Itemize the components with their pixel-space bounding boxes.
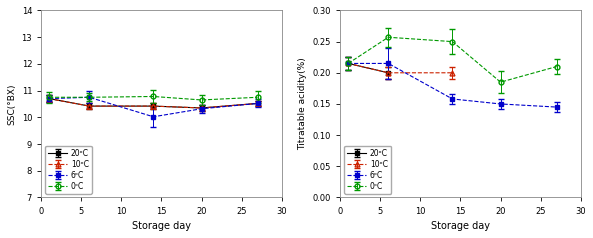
Legend: 20ᵒC, 10ᵒC, 6ᵒC, 0ᵒC: 20ᵒC, 10ᵒC, 6ᵒC, 0ᵒC — [45, 146, 92, 194]
Y-axis label: SSC(°BX): SSC(°BX) — [7, 83, 16, 125]
Y-axis label: Titratable acidity(%): Titratable acidity(%) — [298, 58, 307, 150]
Legend: 20ᵒC, 10ᵒC, 6ᵒC, 0ᵒC: 20ᵒC, 10ᵒC, 6ᵒC, 0ᵒC — [344, 146, 391, 194]
X-axis label: Storage day: Storage day — [132, 221, 191, 231]
X-axis label: Storage day: Storage day — [431, 221, 490, 231]
